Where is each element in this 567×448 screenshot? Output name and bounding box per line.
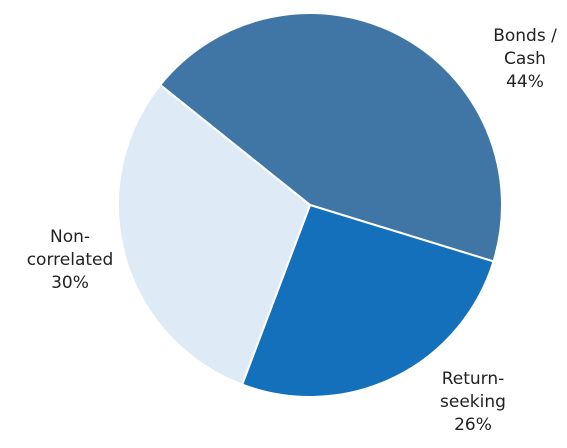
value-label: 26% xyxy=(454,415,492,435)
slice-label: Non-correlated 30% xyxy=(24,226,116,295)
pie-slice xyxy=(117,83,312,386)
value-label: 30% xyxy=(51,273,89,293)
category-label: Bonds / Cash xyxy=(493,26,557,69)
category-label: Non-correlated xyxy=(26,227,114,270)
pie-slice xyxy=(240,203,495,398)
value-label: 44% xyxy=(506,72,544,92)
slice-label: Return-seeking 26% xyxy=(433,368,513,437)
pie-slice xyxy=(158,12,503,263)
slice-label: Bonds / Cash 44% xyxy=(485,25,565,94)
category-label: Return-seeking xyxy=(440,369,506,412)
